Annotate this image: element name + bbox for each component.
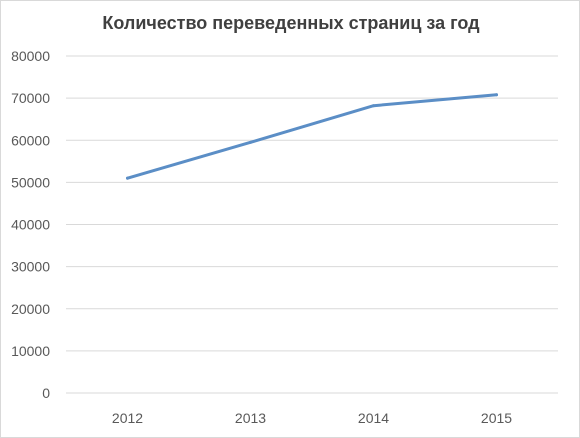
data-point [126,176,129,180]
gridlines [66,55,558,394]
y-axis-tick-labels: 0 10000 20000 30000 40000 50000 60000 70000 8000… [11,48,50,401]
y-tick-label: 40000 [11,217,50,233]
y-tick-label: 20000 [11,301,50,317]
series-layer [126,93,498,180]
series-line [126,93,498,180]
x-tick-label: 2014 [358,410,389,426]
data-point [495,93,498,97]
x-axis-tick-labels: 2012 2013 2014 2015 [112,410,512,426]
data-point [249,140,252,144]
x-tick-label: 2013 [235,410,266,426]
y-tick-label: 50000 [11,174,50,190]
x-tick-label: 2012 [112,410,143,426]
y-tick-label: 10000 [11,343,50,359]
y-tick-label: 0 [42,385,50,401]
x-tick-label: 2015 [481,410,512,426]
y-tick-label: 80000 [11,48,50,64]
y-tick-label: 70000 [11,90,50,106]
y-tick-label: 60000 [11,132,50,148]
y-tick-label: 30000 [11,259,50,275]
data-point [372,104,375,108]
chart-title: Количество переведенных страниц за год [102,13,480,33]
